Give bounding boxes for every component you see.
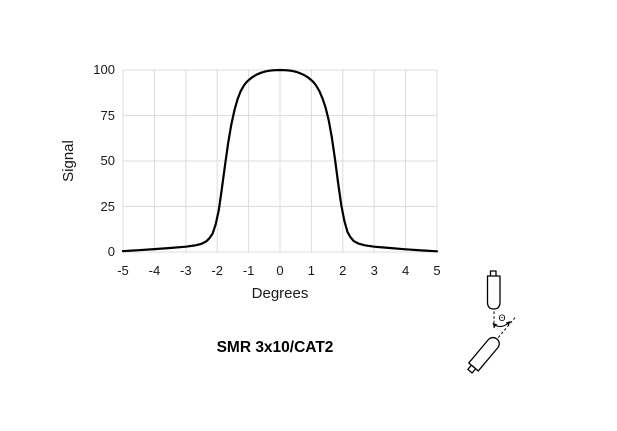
rotated-device-icon [467, 336, 500, 374]
rotated-device-body [468, 336, 500, 372]
rotated-device-connector [467, 364, 477, 374]
angle-arc-icon [492, 320, 511, 328]
signal-curve [121, 68, 439, 253]
fixed-device-body [486, 275, 501, 310]
chart-title: SMR 3x10/CAT2 [216, 339, 334, 356]
theta-label: Θ [498, 313, 505, 323]
y-axis-title: Signal [60, 140, 77, 182]
x-axis-title: Degrees [251, 285, 309, 302]
fixed-device-icon [486, 270, 501, 310]
angle-diagram: Θ [467, 270, 516, 374]
